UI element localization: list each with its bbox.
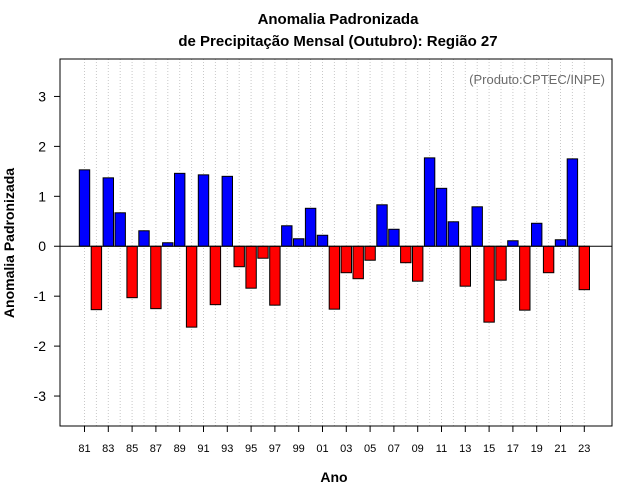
bar-90 <box>185 245 198 328</box>
x-tick-label: 01 <box>316 443 328 455</box>
x-tick-label: 13 <box>459 443 471 455</box>
bar-83 <box>102 177 114 247</box>
x-axis-label: Ano <box>320 469 347 485</box>
bar-97 <box>269 245 281 306</box>
bar-94 <box>233 245 245 268</box>
bar-81 <box>78 169 91 247</box>
y-tick-label: 1 <box>38 188 46 204</box>
credit-label: (Produto:CPTEC/INPE) <box>469 72 605 87</box>
bar-19 <box>531 222 543 247</box>
bar-07 <box>388 228 400 247</box>
x-tick-label: 05 <box>364 443 376 455</box>
bar-18 <box>519 245 531 311</box>
bar-84 <box>114 212 126 247</box>
bar-20 <box>542 245 555 274</box>
bar-87 <box>150 245 162 310</box>
y-tick-label: -3 <box>34 388 47 404</box>
bar-96 <box>257 245 269 259</box>
x-tick-label: 09 <box>412 443 424 455</box>
bars <box>78 157 590 328</box>
bar-22 <box>566 158 579 247</box>
y-axis: -3 -2 -1 0 1 2 3 <box>34 88 60 404</box>
bar-06 <box>376 204 388 247</box>
x-tick-label: 19 <box>531 443 543 455</box>
x-tick-label: 95 <box>245 443 257 455</box>
x-tick-label: 85 <box>126 443 138 455</box>
y-tick-label: 0 <box>38 238 46 254</box>
x-tick-label: 03 <box>340 443 352 455</box>
x-tick-label: 17 <box>507 443 519 455</box>
x-tick-label: 89 <box>174 443 186 455</box>
x-tick-label: 83 <box>102 443 114 455</box>
bar-89 <box>174 172 186 247</box>
bar-99 <box>293 238 305 247</box>
x-tick-label: 97 <box>269 443 281 455</box>
bar-95 <box>245 245 257 289</box>
bar-88 <box>162 242 174 247</box>
x-axis: 81 83 85 87 89 91 93 95 97 99 01 03 05 07 09 11 13 15 17 19… <box>78 426 590 455</box>
bar-10 <box>423 157 436 247</box>
x-tick-label: 81 <box>78 443 90 455</box>
bar-92 <box>209 245 222 306</box>
bar-86 <box>138 230 150 247</box>
bar-12 <box>447 221 460 247</box>
bar-21 <box>554 239 567 247</box>
bar-04 <box>352 245 364 280</box>
bar-14 <box>471 206 483 247</box>
bar-85 <box>126 245 138 299</box>
x-tick-label: 21 <box>554 443 566 455</box>
x-tick-label: 15 <box>483 443 495 455</box>
bar-16 <box>495 245 507 281</box>
bar-01 <box>316 234 329 247</box>
chart-title: Anomalia Padronizada <box>258 11 420 28</box>
bar-23 <box>578 245 590 291</box>
x-tick-label: 87 <box>150 443 162 455</box>
bar-03 <box>340 245 353 274</box>
y-tick-label: 3 <box>38 88 46 104</box>
bar-93 <box>221 175 234 247</box>
bar-05 <box>364 245 376 261</box>
bar-02 <box>328 245 341 310</box>
bar-09 <box>412 245 424 282</box>
x-tick-label: 93 <box>221 443 233 455</box>
bar-00 <box>304 207 317 247</box>
bar-11 <box>435 187 448 247</box>
plot-frame <box>59 58 613 427</box>
chart-subtitle: de Precipitação Mensal (Outubro): Região… <box>178 33 497 50</box>
y-axis-label: Anomalia Padronizada <box>1 168 17 318</box>
y-tick-label: -1 <box>34 288 47 304</box>
bar-15 <box>483 245 495 323</box>
bar-17 <box>507 240 519 247</box>
x-tick-label: 07 <box>388 443 400 455</box>
y-tick-label: -2 <box>34 338 47 354</box>
x-tick-label: 23 <box>578 443 590 455</box>
x-tick-label: 99 <box>293 443 305 455</box>
y-tick-label: 2 <box>38 138 46 154</box>
x-tick-label: 11 <box>436 443 447 455</box>
bar-08 <box>400 245 412 264</box>
bar-13 <box>459 245 472 287</box>
bar-91 <box>197 174 210 247</box>
bar-98 <box>281 225 293 247</box>
x-tick-label: 91 <box>197 443 209 455</box>
bar-82 <box>90 245 103 311</box>
